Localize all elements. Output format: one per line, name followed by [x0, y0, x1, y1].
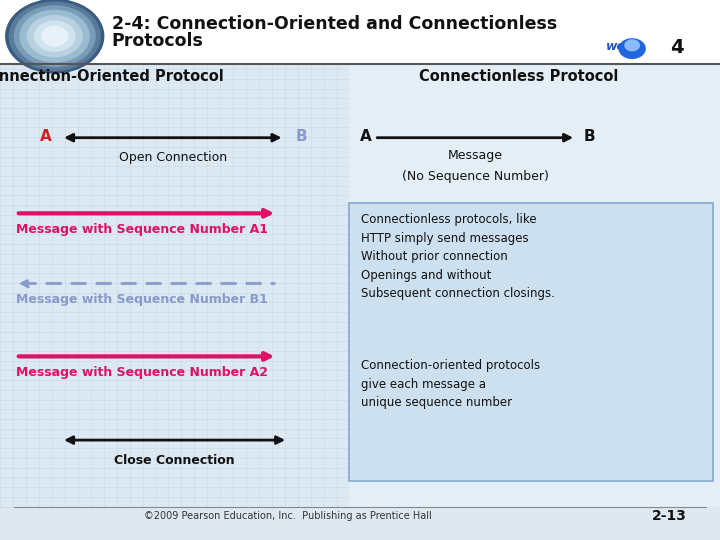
Text: A: A	[40, 129, 51, 144]
Circle shape	[35, 21, 75, 51]
Text: Message: Message	[448, 148, 503, 161]
Text: ©2009 Pearson Education, Inc.  Publishing as Prentice Hall: ©2009 Pearson Education, Inc. Publishing…	[144, 511, 432, 521]
FancyBboxPatch shape	[0, 0, 720, 64]
Text: 2-4: Connection-Oriented and Connectionless: 2-4: Connection-Oriented and Connectionl…	[112, 15, 557, 32]
FancyBboxPatch shape	[0, 64, 349, 507]
Text: Connection-oriented protocols
give each message a
unique sequence number: Connection-oriented protocols give each …	[361, 359, 541, 409]
Circle shape	[625, 40, 639, 51]
Circle shape	[9, 2, 100, 70]
Text: B: B	[295, 129, 307, 144]
Text: Message with Sequence Number A1: Message with Sequence Number A1	[16, 223, 268, 236]
Text: Open Connection: Open Connection	[119, 151, 227, 164]
Text: Connectionless protocols, like
HTTP simply send messages
Without prior connectio: Connectionless protocols, like HTTP simp…	[361, 213, 555, 300]
Circle shape	[6, 0, 104, 73]
Text: A: A	[360, 129, 372, 144]
Circle shape	[42, 26, 68, 46]
Circle shape	[27, 16, 82, 57]
FancyBboxPatch shape	[349, 64, 720, 507]
Text: Connection-Oriented Protocol: Connection-Oriented Protocol	[0, 69, 224, 84]
Text: Message with Sequence Number B1: Message with Sequence Number B1	[16, 293, 268, 306]
Text: (No Sequence Number): (No Sequence Number)	[402, 170, 549, 183]
Text: Message with Sequence Number A2: Message with Sequence Number A2	[16, 366, 268, 379]
Text: web: web	[606, 40, 635, 53]
Text: 4: 4	[670, 38, 683, 57]
Text: B: B	[583, 129, 595, 144]
Circle shape	[20, 10, 89, 62]
FancyBboxPatch shape	[349, 202, 713, 481]
Circle shape	[619, 39, 645, 58]
Circle shape	[14, 6, 95, 66]
Text: Connectionless Protocol: Connectionless Protocol	[419, 69, 618, 84]
Text: Close Connection: Close Connection	[114, 454, 235, 467]
Text: Protocols: Protocols	[112, 32, 204, 50]
Text: 2-13: 2-13	[652, 509, 687, 523]
